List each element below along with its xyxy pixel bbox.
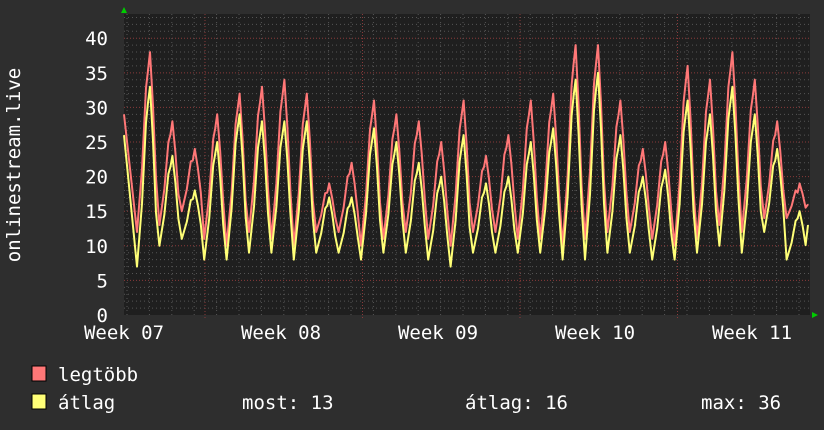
y-tick-label: 10 [85, 236, 108, 258]
stat-max: max: 36 [701, 392, 781, 414]
y-tick-label: 25 [85, 132, 108, 154]
y-tick-label: 20 [85, 167, 108, 189]
y-tick-label: 15 [85, 201, 108, 223]
legend-swatch-atlag [31, 393, 47, 410]
legend-label-atlag: átlag [58, 392, 115, 414]
y-tick-label: 5 [97, 270, 108, 292]
x-tick-label: Week 07 [84, 322, 164, 344]
x-tick-label: Week 10 [555, 322, 635, 344]
y-tick-label: 0 [97, 305, 108, 327]
y-axis-arrow-icon [121, 7, 127, 13]
y-tick-label: 30 [85, 97, 108, 119]
series-line-legtobb [123, 44, 809, 247]
y-tick-label: 40 [85, 28, 108, 50]
stat-avg: átlag: 16 [465, 392, 568, 414]
x-tick-label: Week 11 [712, 322, 792, 344]
x-axis-arrow-icon [812, 312, 818, 318]
y-tick-label: 35 [85, 63, 108, 85]
stat-now: most: 13 [242, 392, 334, 414]
x-tick-label: Week 08 [241, 322, 321, 344]
y-axis: 0 5 10 15 20 25 30 35 40 [85, 28, 108, 327]
legend-swatch-legtobb [31, 365, 47, 382]
y-axis-label: onlinestream.live [3, 68, 25, 262]
x-axis: Week 07 Week 08 Week 09 Week 10 Week 11 [84, 322, 792, 344]
series-line-atlag [123, 71, 809, 268]
series-lines [123, 44, 809, 268]
x-tick-label: Week 09 [398, 322, 478, 344]
legend-label-legtobb: legtöbb [58, 364, 138, 386]
